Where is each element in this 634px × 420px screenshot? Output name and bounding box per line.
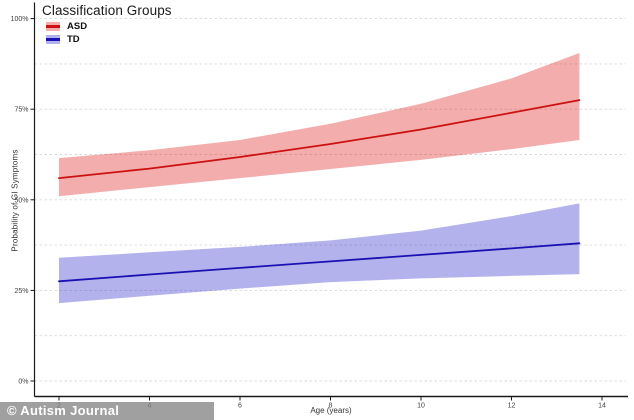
legend-item-asd: ASD xyxy=(46,21,172,32)
legend-label-asd: ASD xyxy=(67,21,88,32)
x-tick-label: 6 xyxy=(238,403,242,410)
y-tick-label: 75% xyxy=(14,107,28,114)
td-fit-line xyxy=(58,242,581,283)
legend-title: Classification Groups xyxy=(42,3,172,18)
asd-fit-line xyxy=(58,99,581,180)
legend: Classification Groups ASD TD xyxy=(42,3,172,47)
td-line-sample xyxy=(46,38,60,41)
legend-swatch-td xyxy=(46,35,60,44)
y-tick-label: 25% xyxy=(14,288,28,295)
y-tick-label: 100% xyxy=(11,16,29,23)
x-tick-label: 10 xyxy=(417,403,425,410)
asd-line-sample xyxy=(46,25,60,28)
x-tick-label: 14 xyxy=(598,403,606,410)
td-confidence-band xyxy=(59,203,580,304)
legend-swatch-asd xyxy=(46,22,60,31)
y-axis-title: Probability of GI Symptoms xyxy=(10,149,20,252)
watermark: © Autism Journal xyxy=(0,402,214,420)
y-tick-label: 50% xyxy=(14,197,28,204)
y-tick-label: 0% xyxy=(18,379,28,386)
legend-item-td: TD xyxy=(46,34,172,45)
x-tick-label: 8 xyxy=(329,403,333,410)
x-tick-label: 12 xyxy=(508,403,516,410)
asd-confidence-band xyxy=(59,53,580,197)
legend-label-td: TD xyxy=(67,34,80,45)
x-axis-title: Age (years) xyxy=(310,406,352,415)
